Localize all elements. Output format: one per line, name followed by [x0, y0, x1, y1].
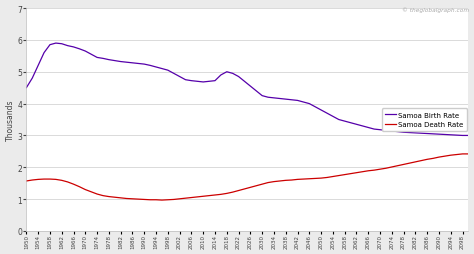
- Samoa Birth Rate: [182, 79, 188, 82]
- Samoa Death Rate: [312, 177, 318, 180]
- Samoa Birth Rate: [465, 134, 471, 137]
- Samoa Birth Rate: [259, 95, 265, 98]
- Samoa Birth Rate: [53, 42, 59, 45]
- Samoa Birth Rate: [71, 46, 76, 49]
- Samoa Death Rate: [159, 199, 165, 202]
- Line: Samoa Birth Rate: Samoa Birth Rate: [27, 44, 468, 136]
- Legend: Samoa Birth Rate, Samoa Death Rate: Samoa Birth Rate, Samoa Death Rate: [382, 109, 467, 131]
- Text: © theglobalgraph.com: © theglobalgraph.com: [402, 8, 469, 13]
- Samoa Birth Rate: [324, 112, 330, 115]
- Samoa Birth Rate: [24, 87, 29, 90]
- Samoa Death Rate: [324, 176, 330, 179]
- Samoa Death Rate: [460, 153, 465, 156]
- Samoa Death Rate: [24, 180, 29, 183]
- Samoa Death Rate: [465, 153, 471, 156]
- Y-axis label: Thousands: Thousands: [6, 99, 15, 141]
- Samoa Birth Rate: [312, 106, 318, 109]
- Samoa Death Rate: [65, 181, 71, 184]
- Samoa Birth Rate: [383, 129, 389, 132]
- Samoa Death Rate: [259, 183, 265, 186]
- Samoa Death Rate: [182, 197, 188, 200]
- Samoa Death Rate: [383, 167, 389, 170]
- Line: Samoa Death Rate: Samoa Death Rate: [27, 154, 468, 200]
- Samoa Birth Rate: [460, 134, 465, 137]
